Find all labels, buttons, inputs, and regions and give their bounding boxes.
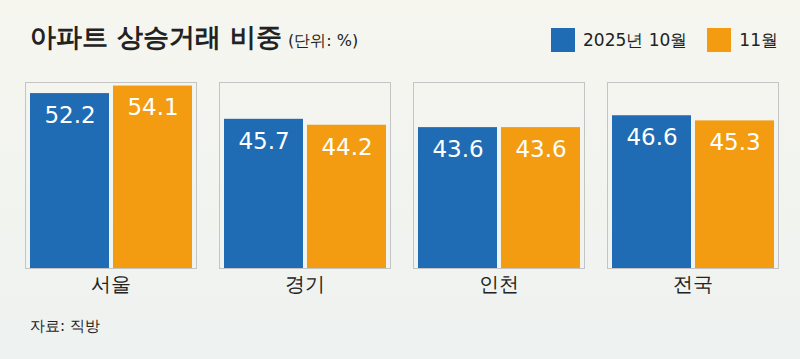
svg-text:52.2: 52.2 [44,102,95,128]
html-text:2025년 10월: 2025년 10월 [583,29,688,50]
svg-text:서울: 서울 [91,272,131,296]
svg-text:54.1: 54.1 [127,94,178,120]
html-text:11월: 11월 [739,29,778,50]
svg-text:44.2: 44.2 [321,134,372,160]
svg-text:43.6: 43.6 [432,136,483,162]
svg-text:45.3: 45.3 [709,129,760,155]
svg-text:인천: 인천 [479,272,519,296]
svg-text:43.6: 43.6 [515,136,566,162]
svg-text:46.6: 46.6 [626,124,677,150]
svg-text:45.7: 45.7 [238,128,289,154]
svg-text:경기: 경기 [285,272,325,296]
html-text:아파트 상승거래 비중 (단위: %): 아파트 상승거래 비중 (단위: %) [30,22,359,52]
html-text:자료: 직방: 자료: 직방 [30,317,100,335]
svg-text:전국: 전국 [673,272,713,296]
